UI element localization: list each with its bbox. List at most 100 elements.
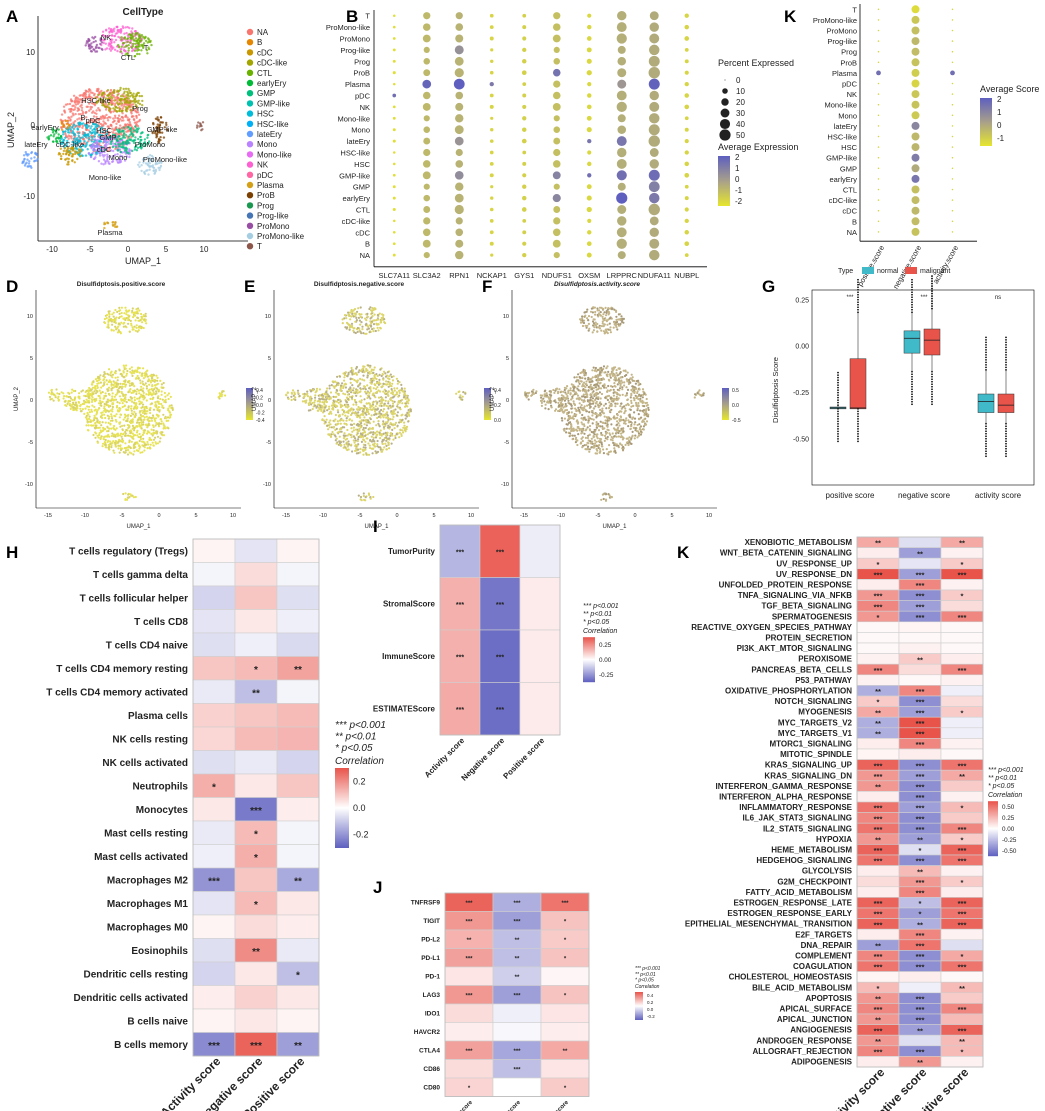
umap-point [135, 114, 138, 118]
umap-point [132, 42, 135, 46]
dot-mark [587, 93, 592, 98]
umap-point [80, 119, 83, 122]
dot-mark [552, 194, 561, 203]
umap-point [130, 383, 133, 387]
umap-point [131, 139, 134, 143]
umap-point [71, 398, 74, 401]
umap-point [103, 413, 106, 416]
umap-point [391, 418, 394, 421]
dot-mark [489, 13, 494, 18]
umap-point [70, 110, 73, 113]
umap-point [147, 142, 150, 145]
umap-point [130, 322, 133, 325]
umap-point [107, 421, 110, 424]
umap-point [343, 314, 347, 317]
umap-point [118, 369, 121, 372]
umap-point [125, 151, 128, 154]
umap-point [116, 434, 119, 437]
dot-mark [951, 103, 954, 106]
umap-point [90, 408, 93, 411]
row-label: Plasma [832, 69, 858, 78]
umap-point [114, 147, 117, 151]
umap-point [141, 405, 144, 409]
umap-point [149, 392, 152, 395]
umap-point [350, 419, 354, 422]
umap-point [365, 402, 368, 405]
umap-point [110, 413, 113, 416]
umap-point [131, 27, 134, 30]
umap-point [148, 157, 151, 160]
umap-point [143, 138, 147, 141]
umap-point [87, 399, 90, 402]
umap-point [106, 89, 110, 92]
umap-point [115, 316, 118, 319]
umap-point [385, 444, 388, 447]
umap-point [127, 319, 130, 322]
dot-mark [648, 78, 660, 90]
umap-point [367, 412, 370, 415]
umap-point [90, 106, 94, 109]
umap-point [92, 40, 95, 44]
umap-point [108, 393, 111, 396]
umap-point [129, 127, 133, 130]
umap-point [372, 319, 375, 322]
umap-point [119, 407, 122, 410]
umap-point [120, 311, 123, 315]
legend-label: NA [257, 28, 269, 37]
umap-point [119, 332, 122, 335]
dot-mark [616, 22, 627, 33]
umap-point [127, 405, 130, 408]
dot-mark [877, 135, 880, 138]
umap-point [382, 378, 385, 381]
umap-point [93, 132, 97, 136]
dot-mark [951, 19, 954, 21]
umap-point [87, 129, 91, 132]
umap-point [130, 105, 133, 108]
legend-label: GMP [257, 89, 275, 98]
umap-point [408, 410, 411, 413]
dot-mark [617, 57, 627, 66]
umap-point [137, 127, 140, 130]
umap-point [355, 316, 358, 319]
dot-mark [617, 125, 627, 134]
umap-point [352, 429, 355, 432]
umap-point [117, 43, 120, 47]
umap-point [127, 413, 130, 416]
umap-point [350, 436, 353, 439]
umap-title: Disulfidptosis.activity.score [554, 281, 640, 288]
umap-point [348, 389, 351, 392]
umap-point [91, 404, 94, 407]
umap-point [33, 156, 36, 159]
dot-mark [951, 93, 954, 95]
umap-point [85, 116, 88, 119]
umap-point [84, 44, 87, 47]
umap-point [106, 149, 109, 152]
row-label: ProMono [340, 35, 370, 44]
dot-mark [553, 12, 561, 20]
umap-point [381, 423, 384, 426]
umap-point [103, 373, 106, 376]
umap-point [88, 93, 91, 96]
dot-mark [553, 252, 560, 259]
umap-point [80, 101, 84, 104]
umap-point [159, 159, 163, 163]
umap-point [123, 41, 126, 45]
umap-point [59, 118, 62, 122]
dot-mark [423, 206, 431, 213]
color-legend-label: -1 [735, 186, 743, 195]
umap-point [143, 144, 147, 148]
umap-point [130, 440, 133, 443]
umap-point [133, 405, 137, 408]
umap-point [70, 115, 73, 118]
umap-point [106, 157, 109, 160]
umap-point [139, 425, 142, 428]
umap-point [138, 94, 141, 98]
umap-point [104, 392, 107, 395]
umap-point [341, 382, 344, 385]
umap-point [117, 143, 120, 146]
umap-point [96, 441, 99, 444]
umap-point [80, 142, 83, 145]
umap-point [386, 371, 389, 374]
umap-point [136, 45, 140, 49]
umap-point [403, 424, 406, 427]
